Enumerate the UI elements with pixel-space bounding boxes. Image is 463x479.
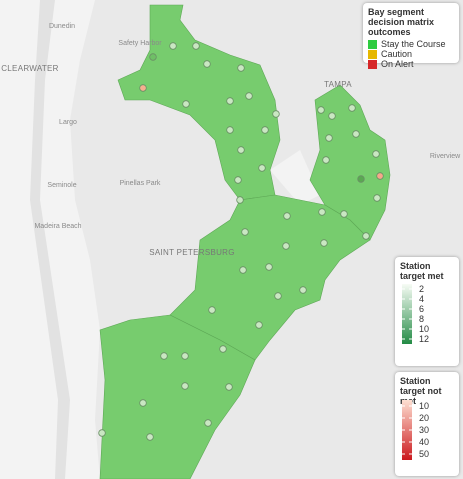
place-label: TAMPA <box>324 80 352 89</box>
legend-item: On Alert <box>368 59 454 69</box>
station <box>320 239 328 247</box>
place-label: Largo <box>59 119 77 126</box>
station <box>261 126 269 134</box>
station <box>272 110 280 118</box>
colorbar <box>402 400 412 460</box>
colorbar-title: Station target met <box>400 261 444 281</box>
place-label: Madeira Beach <box>34 223 81 230</box>
station <box>265 263 273 271</box>
colorbar-tick-label: 8 <box>419 314 424 324</box>
station <box>225 383 233 391</box>
outcome-legend: Bay segment decision matrix outcomes Sta… <box>363 3 459 69</box>
colorbar-tick-label: 50 <box>419 449 429 459</box>
station <box>328 112 336 120</box>
station <box>241 228 249 236</box>
station <box>274 292 282 300</box>
station <box>203 60 211 68</box>
station <box>139 84 147 92</box>
station <box>181 382 189 390</box>
colorbar-tick-label: 10 <box>419 401 429 411</box>
legend-swatch <box>368 49 377 59</box>
legend-items: Stay the Course Caution On Alert <box>368 39 454 69</box>
station <box>208 306 216 314</box>
legend-title: Bay segment decision matrix outcomes <box>368 7 435 37</box>
lower-tampa-bay <box>99 314 256 479</box>
station <box>237 64 245 72</box>
bay-water <box>270 150 320 205</box>
place-label: Seminole <box>47 182 76 189</box>
station <box>169 42 177 50</box>
station <box>348 104 356 112</box>
legend-label: On Alert <box>381 59 414 69</box>
place-label: Dunedin <box>49 23 75 30</box>
hillsborough-bay <box>309 84 391 241</box>
colorbar-tick-label: 10 <box>419 324 429 334</box>
station <box>317 106 325 114</box>
station <box>357 175 365 183</box>
station <box>226 97 234 105</box>
station <box>226 126 234 134</box>
legend-item: Caution <box>368 49 454 59</box>
station <box>204 419 212 427</box>
place-label: CLEARWATER <box>1 64 59 73</box>
place-label: Riverview <box>430 153 461 160</box>
station <box>322 156 330 164</box>
station <box>362 232 370 240</box>
legend-swatch <box>368 39 377 49</box>
station <box>376 172 384 180</box>
station <box>282 242 290 250</box>
barrier-island <box>30 0 70 479</box>
legend-swatch <box>368 59 377 69</box>
station <box>160 352 168 360</box>
station <box>181 352 189 360</box>
station <box>98 429 106 437</box>
station <box>325 134 333 142</box>
station <box>283 212 291 220</box>
gulf-water <box>0 0 100 479</box>
colorbar-tick-label: 20 <box>419 413 429 423</box>
colorbar <box>402 284 412 344</box>
station <box>236 196 244 204</box>
station <box>318 208 326 216</box>
colorbar-tick-label: 2 <box>419 284 424 294</box>
station <box>139 399 147 407</box>
place-label: SAINT PETERSBURG <box>149 248 235 257</box>
colorbar-tick-label: 40 <box>419 437 429 447</box>
station <box>192 42 200 50</box>
station <box>352 130 360 138</box>
station <box>146 433 154 441</box>
station <box>340 210 348 218</box>
station <box>372 150 380 158</box>
colorbar-tick-label: 30 <box>419 425 429 435</box>
place-label: Pinellas Park <box>120 180 161 187</box>
colorbar-tick-label: 6 <box>419 304 424 314</box>
station <box>239 266 247 274</box>
station <box>255 321 263 329</box>
legend-item: Stay the Course <box>368 39 454 49</box>
station <box>299 286 307 294</box>
station <box>373 194 381 202</box>
station <box>245 92 253 100</box>
legend-label: Caution <box>381 49 413 59</box>
station <box>258 164 266 172</box>
place-label: Safety Harbor <box>118 40 162 47</box>
colorbar-tick-label: 12 <box>419 334 429 344</box>
station <box>149 53 157 61</box>
station <box>237 146 245 154</box>
colorbar-tick-label: 4 <box>419 294 424 304</box>
station <box>182 100 190 108</box>
station <box>219 345 227 353</box>
station <box>234 176 242 184</box>
legend-label: Stay the Course <box>381 39 446 49</box>
